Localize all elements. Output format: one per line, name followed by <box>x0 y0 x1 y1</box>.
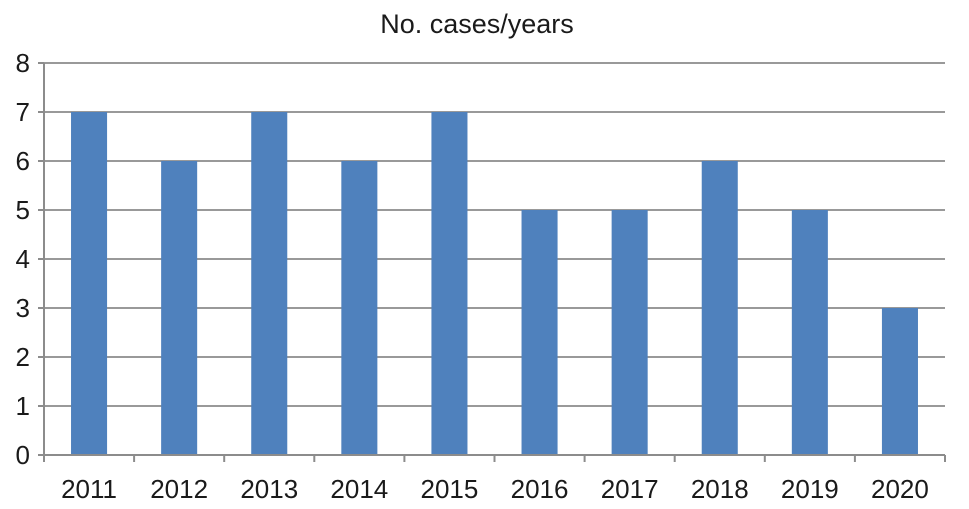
bar-2011 <box>71 112 108 455</box>
chart-title: No. cases/years <box>380 9 574 39</box>
y-tick-label: 8 <box>16 48 30 78</box>
bars <box>71 112 918 455</box>
y-tick-label: 5 <box>16 195 30 225</box>
bar-2019 <box>791 210 828 455</box>
x-tick-label: 2011 <box>61 474 117 504</box>
y-tick-label: 3 <box>16 293 30 323</box>
x-tick-label: 2012 <box>150 474 208 504</box>
y-tick-label: 6 <box>16 146 30 176</box>
axes <box>38 62 946 462</box>
y-tick-label: 7 <box>16 97 30 127</box>
x-tick-label: 2020 <box>871 474 929 504</box>
bar-2020 <box>881 308 918 455</box>
bar-2014 <box>341 161 378 455</box>
y-tick-label: 1 <box>16 391 30 421</box>
bar-2018 <box>701 161 738 455</box>
x-tick-label: 2015 <box>421 474 479 504</box>
x-axis-tick-labels: 2011 2012 2013 2014 2015 2016 2017 2018 2019 2020 <box>61 474 929 504</box>
x-tick-label: 2017 <box>601 474 659 504</box>
x-tick-label: 2016 <box>511 474 569 504</box>
y-tick-label: 0 <box>16 440 30 470</box>
y-axis-tick-labels: 0 1 2 3 4 5 6 7 8 <box>16 48 30 470</box>
bar-2012 <box>161 161 198 455</box>
x-tick-label: 2013 <box>240 474 298 504</box>
y-tick-label: 4 <box>16 244 30 274</box>
x-tick-label: 2019 <box>781 474 839 504</box>
bar-2016 <box>521 210 558 455</box>
bar-2013 <box>251 112 288 455</box>
x-tick-label: 2018 <box>691 474 749 504</box>
x-tick-label: 2014 <box>330 474 388 504</box>
y-tick-label: 2 <box>16 342 30 372</box>
bar-2017 <box>611 210 648 455</box>
bar-2015 <box>431 112 468 455</box>
